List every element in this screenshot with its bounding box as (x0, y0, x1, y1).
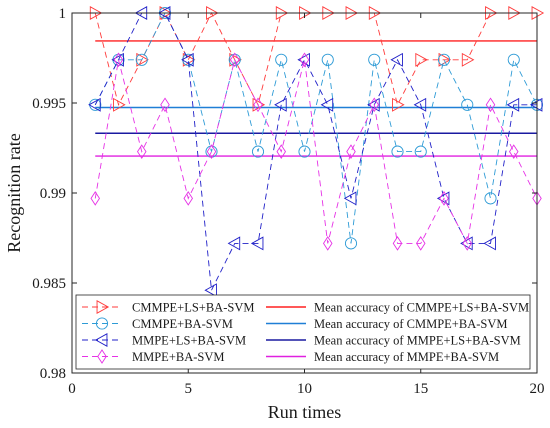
series-1-point-10 (321, 53, 334, 66)
series-0-point-14 (415, 52, 428, 67)
series-2-point-19 (529, 97, 543, 112)
x-tick-label-2: 10 (297, 381, 312, 397)
legend-series-marker-1 (95, 317, 109, 330)
series-3-point-17 (485, 97, 496, 113)
series-3-point-8 (276, 144, 287, 159)
legend-series-marker-2 (94, 333, 108, 347)
y-tick-label-4: 1 (59, 6, 67, 22)
x-tick-label-0: 0 (68, 381, 76, 397)
series-3-point-2 (136, 144, 147, 159)
series-2-point-14 (413, 97, 427, 112)
legend: CMMPE+LS+BA-SVM CMMPE+BA-SVM MMPE+LS+BA-SV… (75, 294, 531, 370)
y-tick-label-3: 0.995 (32, 96, 66, 112)
mean-lines-group (95, 40, 537, 157)
series-3-point-4 (183, 191, 194, 206)
series-3-point-15 (439, 191, 449, 206)
series-line-2 (94, 12, 537, 292)
series-1-point-6 (228, 53, 241, 66)
series-2-point-5 (204, 283, 217, 298)
series-3-point-5 (206, 144, 217, 159)
series-3-point-18 (508, 144, 519, 159)
series-0-point-7 (252, 97, 266, 112)
series-2-point-18 (506, 97, 520, 112)
legend-series-label-0: CMMPE+LS+BA-SVM (132, 301, 254, 315)
legend-mean-label-0: Mean accuracy of CMMPE+LS+BA-SVM (314, 301, 529, 315)
series-2-point-6 (227, 236, 241, 251)
series-1-point-12 (368, 53, 381, 66)
series-1-point-13 (391, 145, 404, 158)
legend-series-marker-0 (96, 300, 110, 314)
series-3-point-7 (253, 97, 263, 113)
series-3-point-12 (369, 97, 380, 113)
series-1-point-15 (437, 53, 451, 66)
legend-series-label-2: MMPE+LS+BA-SVM (132, 334, 246, 348)
series-3-point-9 (299, 52, 310, 68)
series-1-point-8 (275, 53, 288, 66)
y-tick-label-1: 0.985 (32, 276, 66, 292)
series-0-point-15 (438, 52, 452, 67)
series-0-point-16 (461, 52, 475, 67)
series-1-point-18 (507, 53, 520, 66)
series-1-point-17 (484, 192, 497, 205)
series-3-point-1 (113, 52, 124, 68)
series-1-point-2 (135, 53, 148, 66)
y-axis-label: Recognition rate (4, 133, 24, 252)
series-1-point-16 (461, 98, 474, 111)
series-2-point-16 (460, 236, 473, 251)
x-axis-label: Run times (268, 402, 342, 422)
series-2-point-12 (367, 97, 380, 112)
series-0-point-13 (392, 97, 405, 112)
series-2-point-13 (390, 52, 403, 67)
y-tick-label-2: 0.99 (40, 186, 66, 202)
series-2-point-11 (343, 191, 357, 206)
series-3-point-10 (322, 236, 333, 251)
series-1-point-14 (414, 145, 427, 158)
series-3 (90, 52, 542, 251)
legend-mean-label-1: Mean accuracy of CMMPE+BA-SVM (314, 317, 507, 331)
series-3-point-6 (229, 52, 240, 68)
series-3-point-3 (160, 97, 170, 113)
x-tick-label-3: 15 (413, 381, 428, 397)
series-0-point-2 (136, 52, 149, 67)
legend-series-marker-3 (97, 349, 107, 364)
x-tick-label-1: 5 (185, 381, 193, 397)
legend-mean-label-3: Mean accuracy of MMPE+BA-SVM (314, 350, 499, 364)
series-2 (88, 6, 543, 298)
series-1-point-7 (251, 145, 265, 158)
series-3-point-13 (392, 236, 403, 251)
series-group (88, 6, 545, 298)
series-2-point-7 (250, 236, 264, 251)
series-2-point-17 (483, 236, 496, 251)
series-line-3 (94, 58, 538, 245)
series-1-point-9 (298, 145, 311, 158)
series-2-point-8 (274, 97, 287, 112)
legend-series-label-1: CMMPE+BA-SVM (132, 317, 233, 331)
series-1-point-11 (344, 237, 358, 250)
series-3-point-14 (415, 236, 426, 251)
y-tick-label-0: 0.98 (40, 366, 66, 382)
legend-series-label-3: MMPE+BA-SVM (132, 350, 225, 364)
series-0-point-1 (113, 97, 126, 112)
series-3-point-16 (462, 236, 473, 251)
legend-mean-label-2: Mean accuracy of MMPE+LS+BA-SVM (314, 334, 521, 348)
axes-group: 0 5 10 15 20 0.98 0.985 0.99 0.995 1 (32, 6, 544, 397)
series-2-point-4 (181, 52, 194, 67)
series-2-point-15 (436, 191, 450, 206)
series-1-point-5 (205, 145, 218, 158)
series-2-point-10 (320, 97, 334, 112)
series-2-point-1 (111, 52, 124, 67)
x-tick-label-4: 20 (530, 381, 545, 397)
series-3-point-11 (346, 144, 356, 159)
series-3-point-0 (90, 191, 101, 206)
series-2-point-0 (88, 97, 101, 112)
